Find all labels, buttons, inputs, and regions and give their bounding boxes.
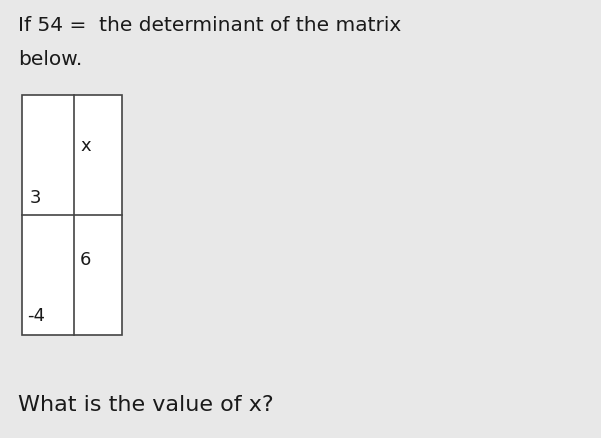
Text: If 54 =  the determinant of the matrix: If 54 = the determinant of the matrix	[18, 16, 401, 35]
Text: 6: 6	[80, 251, 91, 269]
Text: below.: below.	[18, 50, 82, 69]
Text: What is the value of x?: What is the value of x?	[18, 395, 273, 415]
Text: 3: 3	[30, 189, 41, 207]
Text: -4: -4	[27, 307, 45, 325]
Text: x: x	[80, 137, 91, 155]
Bar	[22, 95, 122, 335]
